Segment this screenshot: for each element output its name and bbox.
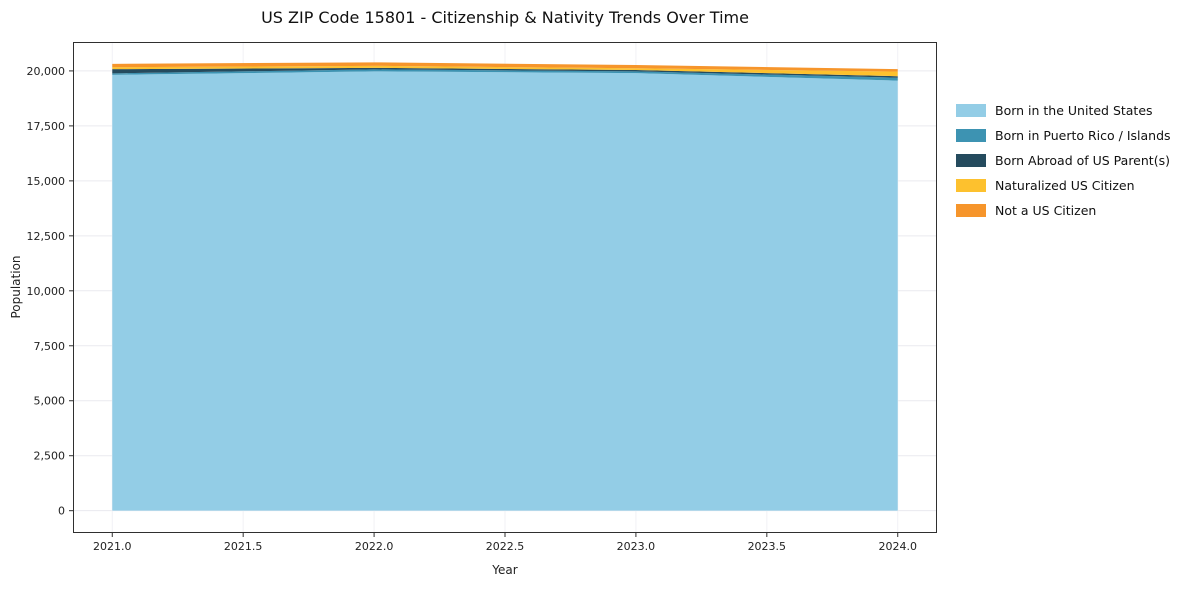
legend-swatch-born-pr-islands — [956, 129, 986, 142]
svg-text:2022.0: 2022.0 — [355, 540, 394, 553]
legend-item-born-us: Born in the United States — [956, 103, 1171, 118]
svg-text:7,500: 7,500 — [34, 340, 66, 353]
legend-label-naturalized: Naturalized US Citizen — [995, 178, 1135, 193]
y-axis-label: Population — [9, 255, 23, 319]
chart-title: US ZIP Code 15801 - Citizenship & Nativi… — [261, 8, 749, 27]
svg-text:2022.5: 2022.5 — [486, 540, 525, 553]
svg-text:20,000: 20,000 — [27, 65, 66, 78]
svg-text:17,500: 17,500 — [27, 120, 66, 133]
legend: Born in the United States Born in Puerto… — [956, 103, 1171, 218]
legend-label-not-citizen: Not a US Citizen — [995, 203, 1097, 218]
svg-text:12,500: 12,500 — [27, 230, 66, 243]
x-axis-label: Year — [492, 563, 518, 577]
legend-item-born-abroad: Born Abroad of US Parent(s) — [956, 153, 1171, 168]
svg-text:2023.5: 2023.5 — [748, 540, 787, 553]
svg-text:10,000: 10,000 — [27, 285, 66, 298]
legend-item-naturalized: Naturalized US Citizen — [956, 178, 1171, 193]
legend-item-not-citizen: Not a US Citizen — [956, 203, 1171, 218]
legend-swatch-not-citizen — [956, 204, 986, 217]
legend-label-born-pr-islands: Born in Puerto Rico / Islands — [995, 128, 1171, 143]
svg-text:0: 0 — [58, 505, 65, 518]
svg-text:2,500: 2,500 — [34, 450, 66, 463]
legend-item-born-pr-islands: Born in Puerto Rico / Islands — [956, 128, 1171, 143]
svg-text:5,000: 5,000 — [34, 395, 66, 408]
svg-text:15,000: 15,000 — [27, 175, 66, 188]
legend-label-born-abroad: Born Abroad of US Parent(s) — [995, 153, 1170, 168]
svg-text:2023.0: 2023.0 — [617, 540, 656, 553]
legend-swatch-born-us — [956, 104, 986, 117]
svg-text:2024.0: 2024.0 — [878, 540, 917, 553]
legend-swatch-naturalized — [956, 179, 986, 192]
svg-text:2021.0: 2021.0 — [93, 540, 131, 553]
legend-swatch-born-abroad — [956, 154, 986, 167]
legend-label-born-us: Born in the United States — [995, 103, 1153, 118]
svg-text:2021.5: 2021.5 — [224, 540, 263, 553]
